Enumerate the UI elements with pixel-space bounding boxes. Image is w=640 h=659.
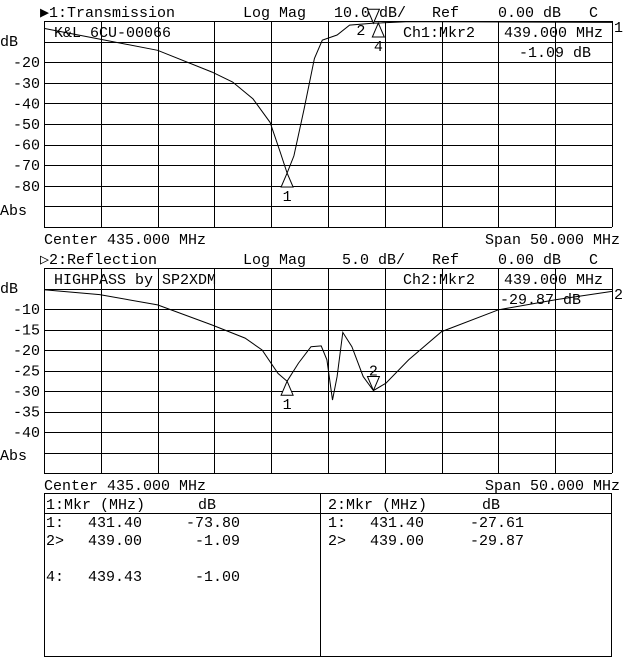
table-row: 1: 431.40 -73.80: [46, 515, 240, 532]
ch2-format: Log Mag: [243, 252, 306, 269]
ch1-ref-label: Ref: [432, 5, 459, 22]
ch1-marker-label: Ch1:Mkr2: [403, 25, 475, 42]
ch2-indicator: ▷2:Reflection: [40, 252, 157, 269]
table2-rows: 1: 431.40 -27.61 2> 439.00 -29.87: [328, 515, 524, 550]
ch2-title: HIGHPASS by SP2XDM: [54, 272, 216, 289]
ch2-grid: 12: [43, 268, 613, 474]
marker-table-frame: [44, 493, 612, 657]
row-freq: 439.00: [88, 533, 142, 550]
row-value: -1.09: [195, 533, 240, 550]
ch1-marker-freq: 439.000 MHz: [504, 25, 603, 42]
y-tick-label: -20: [13, 343, 40, 360]
marker-triangle-up: [280, 379, 294, 396]
table-row: 1: 431.40 -27.61: [328, 515, 524, 532]
marker-triangle-up: [280, 171, 294, 188]
ch2-marker-label: Ch2:Mkr2: [403, 272, 475, 289]
marker-label: 4: [374, 39, 383, 56]
ch2-y-unit: dB: [0, 281, 18, 298]
ch2-y-mode: Abs: [0, 448, 27, 465]
channel-2-panel: ▷2:Reflection Log Mag 5.0 dB/ Ref 0.00 d…: [0, 252, 623, 495]
ch1-title: K&L 6CU-00066: [54, 25, 171, 42]
table1-header-unit: dB: [198, 497, 216, 514]
ch2-trace-end-label: 2: [614, 287, 623, 304]
ch2-flag: C: [589, 252, 598, 269]
table-row: 2> 439.00 -29.87: [328, 533, 524, 550]
table1-rows: 1: 431.40 -73.80 2> 439.00 -1.09 4: 439.43 -1.…: [46, 515, 240, 586]
row-freq: 431.40: [88, 515, 142, 532]
ch1-flag: C: [589, 5, 598, 22]
y-tick-label: -35: [13, 405, 40, 422]
ch1-format: Log Mag: [243, 5, 306, 22]
marker-table: 1:Mkr (MHz) dB 2:Mkr (MHz) dB 1: 431.40 -7…: [44, 493, 612, 657]
ch1-y-ticks: -20 -30 -40 -50 -60 -70 -80: [13, 55, 40, 196]
ch1-span: Span 50.000 MHz: [485, 232, 620, 249]
channel-1-panel: ▶1:Transmission Log Mag 10.0 dB/ Ref 0.0…: [0, 5, 623, 249]
ch2-center: Center 435.000 MHz: [44, 478, 206, 495]
row-id: 2>: [46, 533, 64, 550]
ch2-y-ticks: -10 -15 -20 -25 -30 -35 -40: [13, 302, 40, 442]
table-row: 4: 439.43 -1.00: [46, 569, 240, 586]
y-tick-label: -40: [13, 425, 40, 442]
row-freq: 431.40: [370, 515, 424, 532]
marker-label: 1: [283, 189, 292, 206]
marker-2: 2: [356, 8, 381, 40]
ch2-marker-freq: 439.000 MHz: [504, 272, 603, 289]
marker-triangle-up: [371, 21, 386, 38]
y-tick-label: -80: [13, 179, 40, 196]
table-row: 2> 439.00 -1.09: [46, 533, 240, 550]
marker-label: 2: [369, 363, 378, 380]
ch1-center: Center 435.000 MHz: [44, 232, 206, 249]
table2-header-unit: dB: [482, 497, 500, 514]
y-tick-label: -10: [13, 302, 40, 319]
row-id: 2>: [328, 533, 346, 550]
trace-ch2: [43, 289, 613, 401]
y-tick-label: -40: [13, 96, 40, 113]
table2-header-mkr: 2:Mkr (MHz): [328, 497, 427, 514]
ch2-span: Span 50.000 MHz: [485, 478, 620, 495]
marker-label: 1: [283, 397, 292, 414]
y-tick-label: -30: [13, 384, 40, 401]
y-tick-label: -30: [13, 76, 40, 93]
marker-1: 1: [280, 171, 294, 206]
table1-header-mkr: 1:Mkr (MHz): [46, 497, 145, 514]
ch2-ref-value: 0.00 dB: [498, 252, 561, 269]
row-value: -1.00: [195, 569, 240, 586]
row-freq: 439.00: [370, 533, 424, 550]
trace-ch1: [43, 21, 613, 175]
marker-4: 4: [371, 21, 386, 56]
y-tick-label: -50: [13, 117, 40, 134]
row-value: -27.61: [470, 515, 524, 532]
row-id: 1:: [328, 515, 346, 532]
row-freq: 439.43: [88, 569, 142, 586]
y-tick-label: -60: [13, 138, 40, 155]
marker-2: 2: [366, 363, 381, 392]
ch1-trace-end-label: 1: [614, 20, 623, 37]
row-id: 4:: [46, 569, 64, 586]
ch2-marker-value: -29.87 dB: [500, 292, 581, 309]
y-tick-label: -25: [13, 364, 40, 381]
row-id: 1:: [46, 515, 64, 532]
ch1-grid: 1 24: [43, 8, 613, 228]
row-value: -73.80: [186, 515, 240, 532]
ch1-marker-value: -1.09 dB: [519, 45, 591, 62]
ch1-indicator: ▶1:Transmission: [40, 5, 175, 22]
ch2-scale: 5.0 dB/: [342, 252, 405, 269]
marker-triangle-down: [366, 375, 381, 392]
ch1-ref-value: 0.00 dB: [498, 5, 561, 22]
ch1-y-mode: Abs: [0, 203, 27, 220]
y-tick-label: -20: [13, 55, 40, 72]
row-value: -29.87: [470, 533, 524, 550]
y-tick-label: -70: [13, 158, 40, 175]
ch2-ref-label: Ref: [432, 252, 459, 269]
y-tick-label: -15: [13, 323, 40, 340]
marker-1: 1: [280, 379, 294, 414]
ch1-y-unit: dB: [0, 34, 18, 51]
marker-label: 2: [356, 23, 365, 40]
marker-triangle-down: [366, 8, 381, 25]
